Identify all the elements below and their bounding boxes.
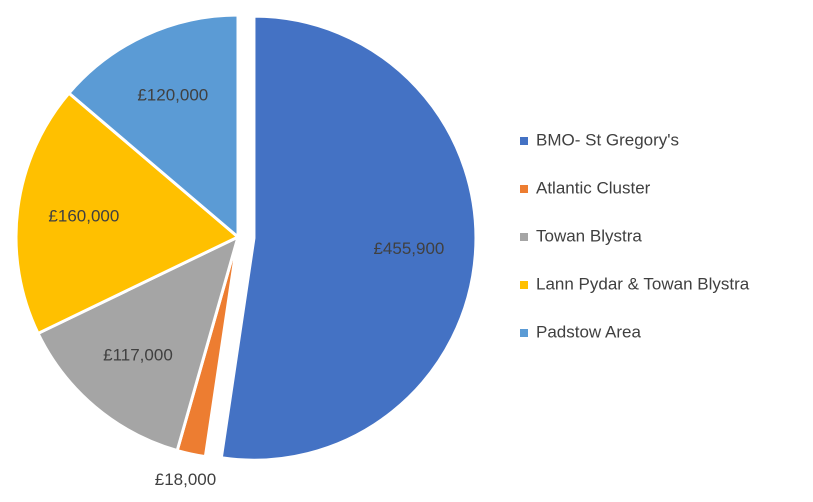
pie-slice [14, 91, 241, 336]
data-label: £160,000 [48, 207, 119, 226]
data-label: £120,000 [137, 85, 208, 104]
pie-slice [66, 13, 240, 241]
legend-swatch [520, 137, 528, 145]
legend-swatch [520, 233, 528, 241]
legend-swatch [520, 185, 528, 193]
pie-slice [36, 234, 241, 453]
legend-label: BMO- St Gregory's [536, 130, 679, 149]
legend-label: Lann Pydar & Towan Blystra [536, 274, 750, 293]
pie-slice [219, 14, 478, 462]
legend-swatch [520, 329, 528, 337]
legend-swatch [520, 281, 528, 289]
legend-label: Towan Blystra [536, 226, 642, 245]
data-label: £18,000 [155, 470, 216, 489]
legend-label: Atlantic Cluster [536, 178, 651, 197]
data-label: £455,900 [373, 239, 444, 258]
data-label: £117,000 [103, 345, 173, 364]
legend-label: Padstow Area [536, 322, 641, 341]
